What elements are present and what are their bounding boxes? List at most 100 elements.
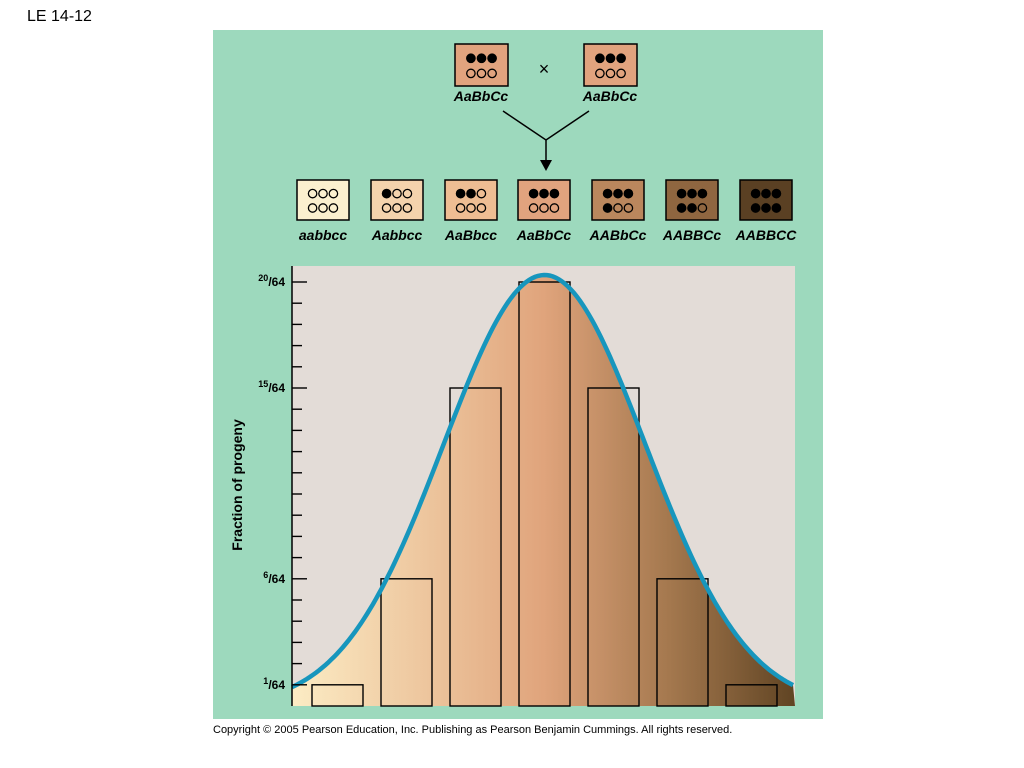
recessive-allele-dot [392,203,402,213]
parent-cross: AaBbCc AaBbCc [453,43,638,104]
dominant-allele-dot [595,53,605,64]
dominant-allele-dot [750,203,761,213]
genotype-box [444,179,498,221]
dominant-allele-dot [549,188,560,199]
genotype-box [739,179,793,221]
recessive-allele-dot [402,188,413,199]
recessive-allele-dot [595,68,605,79]
cross-arrow [502,110,590,165]
dominant-allele-dot [750,188,761,199]
y-tick-label: 6/64 [263,570,285,586]
offspring-genotype-label: AABBCc [662,227,722,243]
bar-AABBCC [725,684,778,707]
dominant-allele-dot [466,188,476,199]
offspring-genotype-box [444,179,498,221]
genotype-box [665,179,719,221]
bars [311,281,778,707]
figure-panel: AaBbCc AaBbCc × aabbcc Aabbcc AaBbcc AaBbCc A… [213,30,823,719]
recessive-allele-dot [328,188,339,199]
slide-label: LE 14-12 [27,8,92,25]
dominant-allele-dot [761,203,771,213]
offspring-genotype-box [296,179,350,221]
recessive-allele-dot [318,203,328,213]
recessive-allele-dot [528,203,539,213]
y-tick-label: 20/64 [258,273,285,289]
genotype-box [517,179,571,221]
dominant-allele-dot [466,53,476,64]
recessive-allele-dot [539,203,549,213]
dominant-allele-dot [687,203,697,213]
genotype-box [591,179,645,221]
dominant-allele-dot [676,188,687,199]
parent-genotype-box [454,43,509,87]
recessive-allele-dot [307,203,318,213]
y-axis-ticks [292,281,307,686]
bar-Aabbcc [380,578,433,707]
bar-aabbcc [311,684,364,707]
offspring-genotype-box [370,179,424,221]
genotype-box [296,179,350,221]
recessive-allele-dot [466,68,476,79]
recessive-allele-dot [381,203,392,213]
recessive-allele-dot [623,203,634,213]
recessive-allele-dot [402,203,413,213]
dominant-allele-dot [602,188,613,199]
recessive-allele-dot [307,188,318,199]
bar-AABBCc [656,578,709,707]
dominant-allele-dot [623,188,634,199]
cross-symbol: × [539,59,550,79]
offspring-genotype-label: AABbCc [589,227,647,243]
parent-genotype-box [583,43,638,87]
copyright-notice: Copyright © 2005 Pearson Education, Inc.… [213,724,733,736]
offspring-genotype-box [739,179,793,221]
parent-genotype-label: AaBbCc [453,88,509,104]
offspring-genotype-label: AaBbCc [516,227,572,243]
recessive-allele-dot [605,68,616,79]
genotype-box [370,179,424,221]
dominant-allele-dot [613,188,623,199]
dominant-allele-dot [602,203,613,213]
y-tick-label: 1/64 [263,676,285,692]
dominant-allele-dot [539,188,549,199]
dominant-allele-dot [487,53,497,64]
dominant-allele-dot [476,53,487,64]
genotype-box [454,43,509,87]
distribution-area [292,275,795,706]
dominant-allele-dot [381,188,392,199]
offspring-genotype-box [665,179,719,221]
genotype-box [583,43,638,87]
parent-genotype-label: AaBbCc [582,88,638,104]
recessive-allele-dot [466,203,476,213]
offspring-genotypes: aabbcc Aabbcc AaBbcc AaBbCc AABbCc AABBCc AABB… [296,179,798,243]
recessive-allele-dot [328,203,339,213]
bar-AaBbCc [518,281,571,707]
y-axis-title: Fraction of progeny [229,419,245,551]
y-axis-tick-labels: 20/64 15/64 6/64 1/64 [258,273,285,692]
recessive-allele-dot [318,188,328,199]
recessive-allele-dot [392,188,402,199]
offspring-genotype-label: Aabbcc [371,227,423,243]
inheritance-figure: AaBbCc AaBbCc × aabbcc Aabbcc AaBbcc AaBbCc A… [229,43,798,707]
normal-curve [290,272,795,690]
dominant-allele-dot [687,188,697,199]
offspring-genotype-label: aabbcc [299,227,347,243]
y-tick-label: 15/64 [258,379,285,395]
arrow-head [540,160,552,171]
recessive-allele-dot [476,68,487,79]
offspring-genotype-box [591,179,645,221]
recessive-allele-dot [476,203,487,213]
recessive-allele-dot [487,68,497,79]
dominant-allele-dot [676,203,687,213]
offspring-genotype-box [517,179,571,221]
bar-AABbCc [587,387,640,707]
offspring-genotype-label: AaBbcc [444,227,497,243]
dominant-allele-dot [605,53,616,64]
dominant-allele-dot [761,188,771,199]
offspring-genotype-label: AABBCC [735,227,798,243]
recessive-allele-dot [697,203,708,213]
dominant-allele-dot [697,188,708,199]
recessive-allele-dot [476,188,487,199]
recessive-allele-dot [613,203,623,213]
bar-AaBbcc [449,387,502,707]
recessive-allele-dot [549,203,560,213]
